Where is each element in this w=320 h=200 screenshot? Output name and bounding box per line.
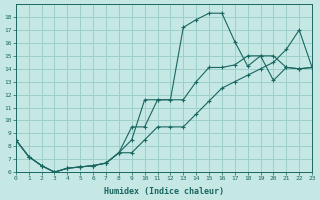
X-axis label: Humidex (Indice chaleur): Humidex (Indice chaleur) bbox=[104, 187, 224, 196]
